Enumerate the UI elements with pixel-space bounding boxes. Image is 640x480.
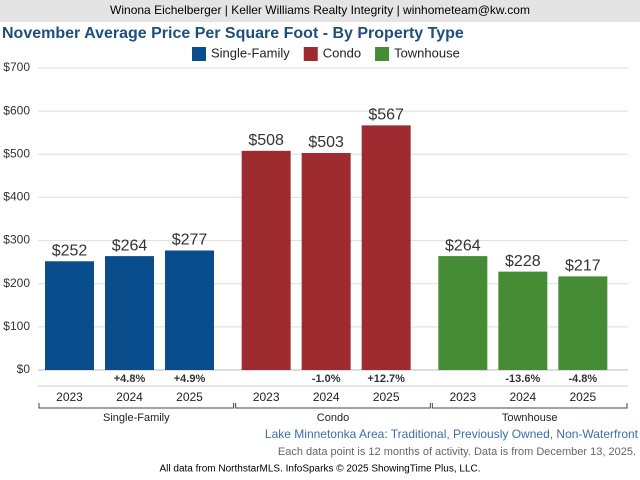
value-label: $567 [368, 107, 404, 124]
legend-swatch [303, 47, 318, 61]
x-tick-label: 2023 [449, 390, 476, 404]
legend-swatch [192, 47, 206, 61]
value-label: $228 [505, 253, 541, 270]
group-label: Townhouse [502, 412, 558, 424]
change-label: +4.9% [174, 373, 206, 385]
value-label: $217 [565, 258, 601, 275]
y-tick-label: $500 [3, 146, 30, 160]
legend-swatch [375, 47, 390, 61]
x-tick-label: 2023 [253, 390, 280, 404]
group-label: Condo [317, 412, 349, 424]
x-tick-label: 2025 [373, 390, 400, 404]
group-bracket [38, 403, 235, 409]
y-tick-label: $0 [17, 362, 31, 376]
bar [45, 261, 94, 370]
bar [241, 150, 291, 370]
area-text: Lake Minnetonka Area: Traditional, Previ… [265, 427, 639, 441]
change-label: -4.8% [568, 373, 597, 385]
y-tick-label: $400 [3, 190, 30, 204]
x-tick-label: 2024 [509, 390, 536, 404]
value-label: $264 [445, 237, 481, 254]
x-tick-label: 2025 [176, 390, 203, 404]
bar [165, 250, 214, 370]
bar [558, 276, 608, 370]
y-tick-label: $600 [3, 103, 30, 117]
value-label: $277 [172, 232, 208, 249]
group-label: Single-Family [103, 412, 170, 424]
legend-label: Condo [323, 45, 361, 60]
credit-text: All data from NorthstarMLS. InfoSparks ©… [159, 464, 480, 475]
legend-label: Single-Family [211, 45, 290, 60]
value-label: $264 [112, 237, 148, 254]
change-label: +12.7% [367, 373, 405, 385]
y-tick-label: $700 [3, 60, 30, 74]
change-label: +4.8% [114, 373, 146, 385]
y-tick-label: $100 [3, 319, 30, 333]
chart-title: November Average Price Per Square Foot -… [2, 25, 464, 42]
header-bar [0, 0, 640, 22]
bar [105, 256, 154, 370]
bar [498, 271, 548, 370]
group-bracket [431, 403, 628, 409]
bar [301, 152, 351, 370]
value-label: $508 [248, 132, 284, 149]
value-label: $503 [308, 134, 344, 151]
legend-label: Townhouse [394, 45, 460, 60]
value-label: $252 [52, 242, 88, 259]
bar [361, 125, 411, 370]
change-label: -1.0% [312, 373, 341, 385]
header-text: Winona Eichelberger | Keller Williams Re… [110, 3, 530, 17]
x-tick-label: 2025 [569, 390, 596, 404]
change-label: -13.6% [505, 373, 540, 385]
y-tick-label: $300 [3, 233, 30, 247]
y-tick-label: $200 [3, 276, 30, 290]
group-bracket [235, 403, 431, 409]
x-tick-label: 2024 [116, 390, 143, 404]
bar [438, 256, 488, 370]
x-tick-label: 2023 [56, 390, 83, 404]
x-tick-label: 2024 [313, 390, 340, 404]
note-text: Each data point is 12 months of activity… [278, 446, 636, 458]
